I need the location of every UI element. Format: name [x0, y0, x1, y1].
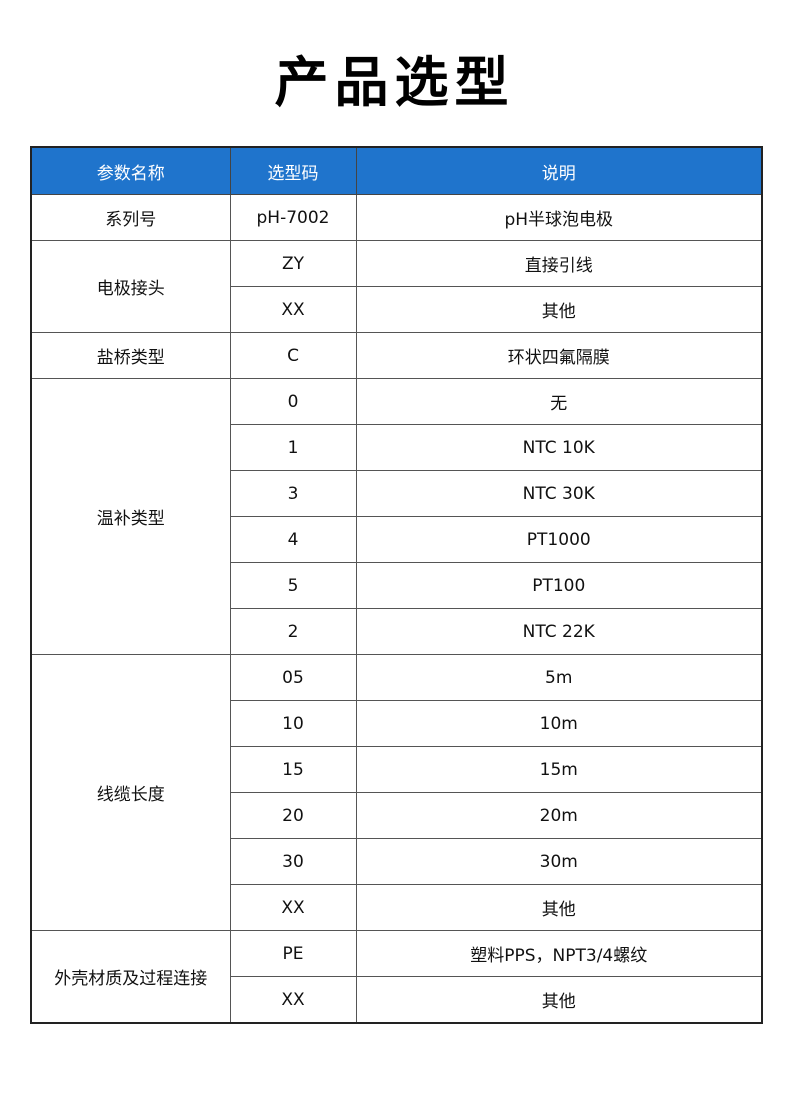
- code-cell: 05: [229, 654, 357, 701]
- code-cell: 10: [229, 700, 357, 747]
- code-cell: XX: [229, 884, 357, 931]
- description-cell: PT1000: [355, 516, 763, 563]
- description-cell: 10m: [355, 700, 763, 747]
- code-cell: XX: [229, 976, 357, 1024]
- table-row: 电极接头 ZY 直接引线: [30, 240, 763, 333]
- description-cell: 15m: [355, 746, 763, 793]
- description-cell: 其他: [355, 976, 763, 1024]
- description-cell: 无: [355, 378, 763, 425]
- table-row: XX 其他: [31, 884, 763, 931]
- parameter-name-cell: 盐桥类型: [30, 332, 231, 379]
- code-cell: 4: [229, 516, 357, 563]
- code-cell: 0: [229, 378, 357, 425]
- code-cell: 15: [229, 746, 357, 793]
- table-row: 20 20m: [31, 792, 763, 839]
- table-row: 3 NTC 30K: [31, 470, 763, 517]
- description-cell: 塑料PPS，NPT3/4螺纹: [355, 930, 763, 977]
- table-row: 盐桥类型 C 环状四氟隔膜: [30, 332, 763, 379]
- code-cell: 30: [229, 838, 357, 885]
- table-header-row: 参数名称 选型码 说明: [30, 146, 763, 195]
- table-row: 线缆长度 05 5m: [30, 654, 763, 931]
- parameter-name-cell: 外壳材质及过程连接: [30, 930, 231, 1024]
- table-row: 系列号 pH-7002 pH半球泡电极: [30, 194, 763, 241]
- parameter-name-cell: 温补类型: [30, 378, 231, 655]
- code-cell: 1: [229, 424, 357, 471]
- page-title: 产品选型: [274, 51, 515, 114]
- code-cell: XX: [229, 286, 357, 333]
- code-cell: ZY: [229, 240, 357, 287]
- description-cell: 20m: [355, 792, 763, 839]
- parameter-name-cell: 线缆长度: [30, 654, 231, 931]
- description-cell: 环状四氟隔膜: [355, 332, 763, 379]
- description-cell: NTC 30K: [355, 470, 763, 517]
- code-cell: C: [229, 332, 357, 379]
- code-cell: 5: [229, 562, 357, 609]
- description-cell: 其他: [355, 286, 763, 333]
- selection-table: 参数名称 选型码 说明 系列号 pH-7002 pH半球泡电极 电极接头 ZY 直接引线 X…: [30, 146, 763, 1024]
- header-description: 说明: [355, 146, 763, 195]
- code-cell: 2: [229, 608, 357, 655]
- description-cell: 5m: [355, 654, 763, 701]
- table-row: XX 其他: [31, 286, 763, 333]
- header-code: 选型码: [229, 146, 357, 195]
- parameter-name-cell: 电极接头: [30, 240, 231, 333]
- description-cell: PT100: [355, 562, 763, 609]
- table-row: 10 10m: [31, 700, 763, 747]
- description-cell: NTC 22K: [355, 608, 763, 655]
- header-parameter: 参数名称: [30, 146, 231, 195]
- description-cell: 30m: [355, 838, 763, 885]
- table-row: 温补类型 0 无: [30, 378, 763, 655]
- description-cell: pH半球泡电极: [355, 194, 763, 241]
- code-cell: PE: [229, 930, 357, 977]
- code-cell: pH-7002: [229, 194, 357, 241]
- description-cell: 其他: [355, 884, 763, 931]
- table-row: XX 其他: [31, 976, 763, 1024]
- code-cell: 20: [229, 792, 357, 839]
- parameter-name-cell: 系列号: [30, 194, 231, 241]
- table-row: 外壳材质及过程连接 PE 塑料PPS，NPT3/4螺纹: [30, 930, 763, 1024]
- description-cell: NTC 10K: [355, 424, 763, 471]
- code-cell: 3: [229, 470, 357, 517]
- description-cell: 直接引线: [355, 240, 763, 287]
